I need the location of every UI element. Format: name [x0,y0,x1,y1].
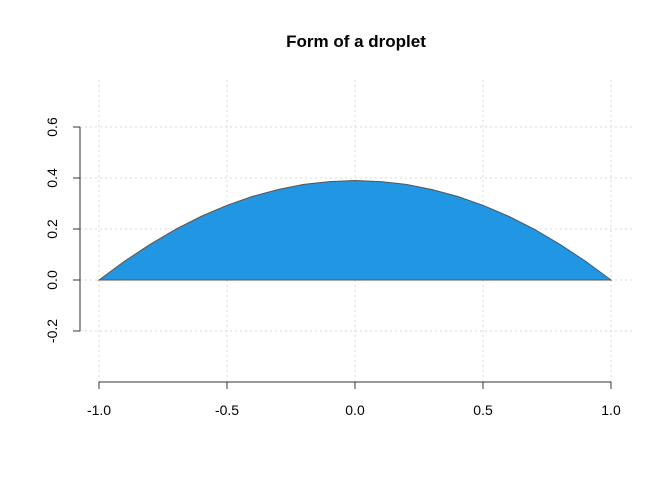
y-axis-ticks: -0.2 0.0 0.2 0.4 0.6 [44,117,80,343]
x-axis-ticks: -1.0 -0.5 0.0 0.5 1.0 [87,382,621,418]
x-tick-label-1: -0.5 [215,402,239,418]
y-tick-label-2: 0.2 [44,219,60,239]
y-tick-label-3: 0.4 [44,168,60,188]
plot-area [97,180,613,281]
y-tick-label-4: 0.6 [44,117,60,137]
x-tick-label-2: 0.0 [345,402,365,418]
y-tick-label-1: 0.0 [44,270,60,290]
x-tick-label-3: 0.5 [473,402,493,418]
x-tick-label-4: 1.0 [601,402,621,418]
y-tick-label-0: -0.2 [44,319,60,343]
x-tick-label-0: -1.0 [87,402,111,418]
chart-title: Form of a droplet [286,32,426,51]
droplet-area [97,180,613,281]
